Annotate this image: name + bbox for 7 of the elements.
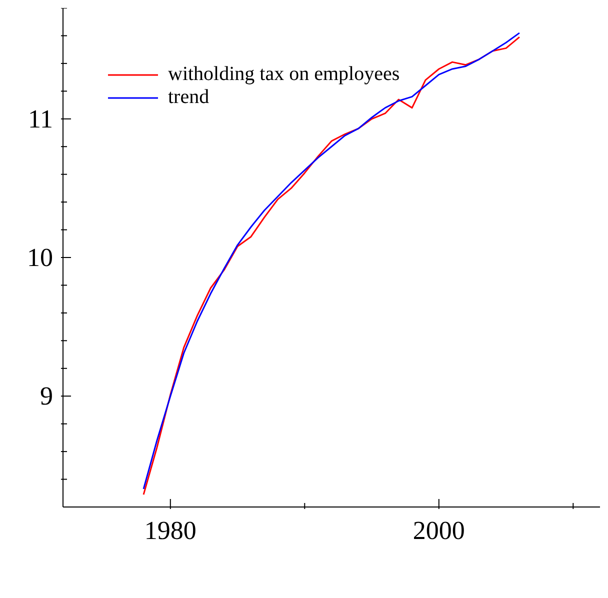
x-tick-label: 2000 — [412, 516, 465, 545]
x-tick-label: 1980 — [144, 516, 196, 545]
y-tick-label: 10 — [27, 243, 53, 272]
legend-label: trend — [168, 86, 210, 109]
y-tick-label: 9 — [40, 382, 53, 411]
y-tick-label: 11 — [28, 104, 53, 134]
legend-label: witholding tax on employees — [168, 63, 400, 86]
